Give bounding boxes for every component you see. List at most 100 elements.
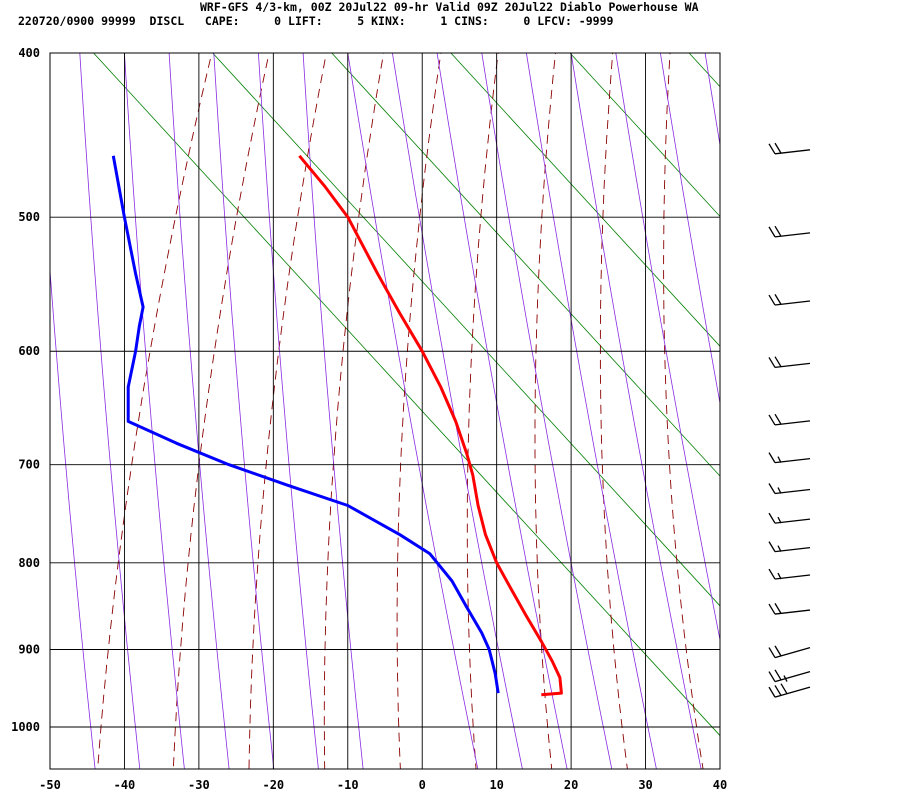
dry-adiabat-line	[248, 53, 327, 769]
wind-barb-flag	[774, 413, 782, 425]
moist-adiabat-line	[124, 53, 185, 769]
dry-adiabat-line	[725, 15, 779, 770]
wind-barb	[768, 568, 811, 580]
x-tick-label: -50	[39, 778, 61, 792]
wind-barb-flag	[768, 647, 776, 658]
wind-barb-flag	[768, 226, 776, 238]
wind-barb	[768, 603, 811, 615]
mixing-ratio-line	[212, 53, 720, 607]
chart-header-line2: 220720/0900 99999 DISCL CAPE: 0 LIFT: 5 …	[18, 14, 614, 28]
wind-barb	[768, 142, 811, 155]
wind-barb-flag	[780, 683, 788, 695]
dry-adiabat-line	[784, 15, 854, 770]
wind-barb	[768, 512, 811, 524]
wind-barb-flag	[768, 671, 776, 682]
axis-labels: -50 -40 -30 -20 -10 0 10 20 30 40 400 500 600 700 800 9…	[11, 46, 727, 792]
x-tick-label: 10	[489, 778, 503, 792]
mixing-ratio-line	[794, 38, 900, 779]
dry-adiabat-line	[172, 53, 270, 769]
wind-barb-flag	[768, 541, 776, 552]
dry-adiabat-line	[663, 53, 704, 769]
moist-adiabat-line	[392, 53, 523, 769]
wind-barb-flag	[774, 645, 782, 657]
background-lines	[50, 15, 900, 779]
wind-barb	[768, 356, 811, 369]
dry-adiabat-line	[466, 53, 499, 769]
mixing-ratio-line	[93, 53, 720, 737]
x-tick-label: -40	[114, 778, 136, 792]
moist-adiabat-line	[570, 53, 702, 769]
x-tick-label: -10	[337, 778, 359, 792]
dry-adiabat-line	[97, 53, 213, 769]
series-layer	[111, 154, 563, 697]
dry-adiabat-line	[599, 53, 628, 769]
mixing-ratio-line	[331, 53, 720, 477]
wind-barb-flag	[774, 685, 782, 696]
x-tick-label: -30	[188, 778, 210, 792]
wind-barb	[768, 541, 811, 553]
temperature-line	[298, 154, 563, 697]
wind-barb-half-flag	[777, 516, 782, 524]
wind-barb-half-flag	[777, 572, 782, 580]
moist-adiabat-line	[168, 53, 230, 769]
moist-adiabat-line	[258, 53, 319, 769]
wind-barb	[768, 483, 811, 495]
pressure-tick-label: 600	[18, 344, 40, 358]
wind-barb	[768, 294, 811, 306]
chart-header-line1: WRF-GFS 4/3-km, 00Z 20Jul22 09-hr Valid …	[200, 0, 699, 14]
wind-barb-staff	[774, 646, 811, 659]
wind-barb-flag	[768, 143, 776, 155]
wind-barb-flag	[768, 452, 776, 463]
moist-adiabat-line	[615, 53, 720, 643]
wind-barb-flag	[768, 483, 776, 494]
x-tick-label: -20	[262, 778, 284, 792]
wind-barb-flag	[768, 568, 776, 580]
x-tick-label: 20	[564, 778, 578, 792]
wind-barb	[768, 683, 811, 698]
wind-barb-flag	[774, 669, 782, 681]
wind-barb-half-flag	[783, 675, 788, 682]
wind-barb-flag	[774, 356, 782, 368]
wind-barbs	[768, 142, 811, 698]
wind-barb	[768, 645, 811, 659]
wind-barb	[768, 225, 811, 238]
mixing-ratio-line	[688, 53, 720, 88]
pressure-tick-label: 700	[18, 458, 40, 472]
wind-barb-flag	[774, 603, 782, 614]
wind-barb-half-flag	[777, 456, 782, 463]
moist-adiabat-line	[50, 265, 96, 769]
moist-adiabat-line	[660, 53, 720, 406]
pressure-tick-label: 900	[18, 642, 40, 656]
wind-barb-flag	[768, 414, 776, 426]
wind-barb	[768, 452, 811, 464]
x-tick-label: 30	[638, 778, 652, 792]
wind-barb-flag	[774, 225, 782, 237]
pressure-tick-label: 1000	[11, 720, 40, 734]
dewpoint-line	[111, 155, 500, 694]
moist-adiabat-line	[213, 53, 275, 769]
pressure-tick-label: 800	[18, 556, 40, 570]
mixing-ratio-line	[569, 53, 720, 218]
pressure-tick-label: 500	[18, 210, 40, 224]
wind-barb-staff	[774, 670, 811, 683]
wind-barb-flag	[768, 512, 776, 524]
grid-lines	[49, 52, 721, 770]
mixing-ratio-line	[450, 53, 720, 347]
wind-barb-flag	[774, 294, 782, 305]
moist-adiabat-line	[436, 53, 568, 769]
moist-adiabat-line	[302, 53, 364, 769]
moist-adiabat-line	[704, 53, 720, 148]
moist-adiabat-line	[79, 53, 141, 769]
wind-barb-flag	[768, 603, 776, 615]
dry-adiabat-line	[396, 53, 442, 769]
wind-barb-flag	[768, 294, 776, 306]
wind-barb-flag	[768, 686, 776, 698]
wind-barb	[768, 413, 811, 426]
wind-barb	[768, 669, 811, 683]
moist-adiabat-line	[481, 53, 613, 769]
wind-barb-half-flag	[777, 545, 782, 552]
wind-barb-flag	[774, 142, 782, 154]
wind-barb-flag	[768, 357, 776, 368]
x-tick-label: 0	[419, 778, 426, 792]
moist-adiabat-line	[347, 53, 479, 769]
